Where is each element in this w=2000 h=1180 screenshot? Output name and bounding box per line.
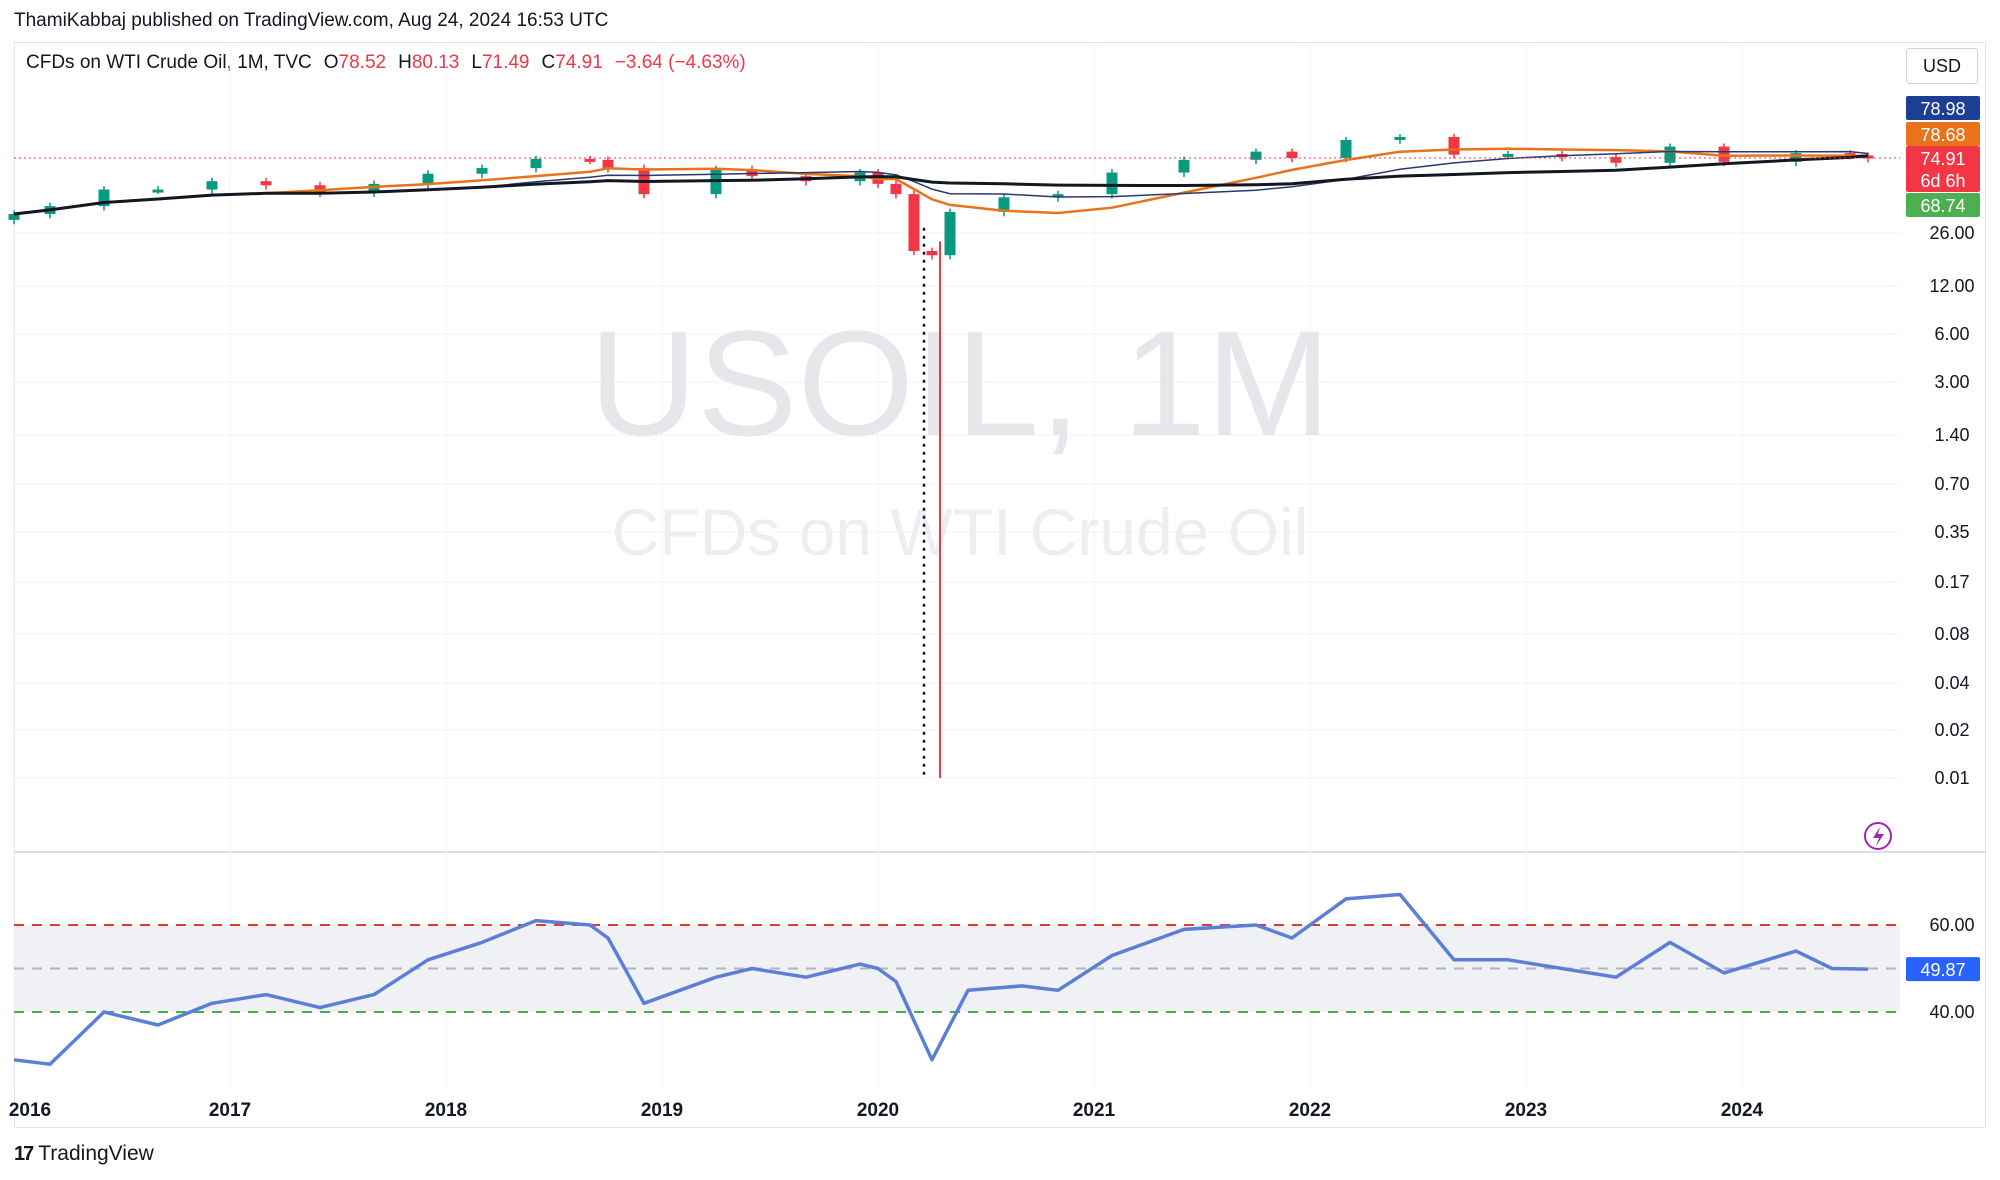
- candle: [944, 211, 956, 256]
- price-badge-label: 68.74: [1920, 196, 1965, 216]
- price-badge: [1906, 168, 1980, 192]
- candle: [584, 158, 596, 162]
- lightning-icon: [1864, 822, 1892, 850]
- change-value: −3.64 (−4.63%): [614, 52, 746, 73]
- candle: [8, 213, 20, 220]
- candle: [998, 197, 1010, 212]
- rsi-value-badge: [1906, 957, 1980, 982]
- rsi-line: [13, 892, 1869, 1066]
- tradingview-logo[interactable]: 17 TradingView: [14, 1142, 154, 1166]
- y-tick-label: 0.70: [1934, 474, 1969, 494]
- x-tick-label: 2019: [641, 1100, 683, 1121]
- x-tick-label: 2018: [425, 1100, 467, 1121]
- y-tick-label: 1.40: [1934, 425, 1969, 445]
- candle: [1052, 194, 1064, 198]
- ma-fast-line: [13, 147, 1869, 216]
- candle: [908, 194, 920, 251]
- x-tick-label: 2020: [857, 1100, 899, 1121]
- close-value: 74.91: [555, 52, 603, 73]
- candle: [1664, 146, 1676, 163]
- symbol-legend: CFDs on WTI Crude Oil, 1M, TVC O78.52 H80.…: [26, 52, 746, 74]
- open-label: O: [323, 52, 339, 73]
- candle: [260, 181, 272, 186]
- price-badge: [1906, 146, 1980, 170]
- symbol-title: CFDs on WTI Crude Oil, 1M, TVC: [26, 52, 312, 73]
- candle: [890, 183, 902, 195]
- rsi-band: [13, 892, 1900, 1066]
- price-badge: [1906, 193, 1980, 217]
- rsi-y-tick-label: 40.00: [1929, 1002, 1974, 1022]
- candle: [1340, 140, 1352, 158]
- x-tick-label: 2023: [1505, 1100, 1547, 1121]
- lightning-bolt: [1873, 827, 1884, 846]
- candle: [1250, 151, 1262, 160]
- publisher-line: ThamiKabbaj published on TradingView.com…: [14, 10, 609, 31]
- x-tick-label: 2021: [1073, 1100, 1116, 1121]
- price-series: [8, 133, 1900, 778]
- candle: [1502, 153, 1514, 157]
- y-tick-label: 0.08: [1934, 624, 1969, 644]
- candle: [1178, 159, 1190, 173]
- rsi-value-label: 49.87: [1920, 960, 1965, 980]
- y-tick-label: 3.00: [1934, 372, 1969, 392]
- logo-mark: 17: [14, 1142, 34, 1165]
- y-tick-label: 6.00: [1934, 324, 1969, 344]
- x-tick-label: 2022: [1289, 1100, 1331, 1121]
- axes: 26.00 12.00 6.00 3.00 1.40 0.70 0.35 0.17 0.08 0.…: [9, 223, 1975, 1121]
- x-tick-label: 2017: [209, 1100, 251, 1121]
- watermark-symbol: USOIL, 1M: [589, 299, 1331, 467]
- y-tick-label: 0.02: [1934, 720, 1969, 740]
- rsi-y-tick-label: 60.00: [1929, 915, 1974, 935]
- close-label: C: [541, 52, 556, 73]
- candle: [1286, 151, 1298, 158]
- candle: [746, 169, 758, 177]
- x-tick-label: 2016: [9, 1100, 51, 1121]
- open-value: 78.52: [338, 52, 387, 73]
- candle: [98, 189, 110, 207]
- candle: [530, 158, 542, 169]
- candle: [1790, 153, 1802, 162]
- ma-slow-line: [13, 154, 1869, 216]
- low-label: L: [471, 52, 482, 73]
- high-value: 80.13: [411, 52, 460, 73]
- candle: [1106, 172, 1118, 195]
- grid: [13, 44, 1986, 1090]
- brand-name: TradingView: [38, 1142, 154, 1165]
- y-tick-label: 0.01: [1934, 768, 1969, 788]
- price-badge-label: 74.91: [1920, 149, 1965, 169]
- y-tick-label: 0.35: [1934, 522, 1969, 542]
- price-badge-label: 78.68: [1920, 125, 1965, 145]
- high-label: H: [398, 52, 412, 73]
- price-badge-label: 6d 6h: [1920, 171, 1965, 191]
- watermark-name: CFDs on WTI Crude Oil: [612, 495, 1309, 569]
- y-tick-label: 26.00: [1929, 223, 1974, 243]
- price-badge-label: 78.98: [1920, 99, 1965, 119]
- y-tick-label: 0.04: [1934, 673, 1969, 693]
- watermark: USOIL, 1M CFDs on WTI Crude Oil: [589, 299, 1331, 569]
- candle: [152, 189, 164, 193]
- low-value: 71.49: [481, 52, 530, 73]
- candle: [422, 173, 434, 184]
- x-tick-label: 2024: [1721, 1100, 1764, 1121]
- candle: [1394, 136, 1406, 140]
- candle: [1718, 146, 1730, 162]
- price-badge: [1906, 122, 1980, 146]
- currency-button[interactable]: USD: [1906, 48, 1978, 84]
- candle: [476, 168, 488, 174]
- candle: [1448, 136, 1460, 155]
- candle: [926, 250, 938, 256]
- price-badge: [1906, 96, 1980, 120]
- y-tick-label: 0.17: [1934, 572, 1969, 592]
- candle: [314, 185, 326, 193]
- candle: [206, 181, 218, 190]
- candle: [602, 159, 614, 169]
- y-tick-label: 12.00: [1929, 276, 1974, 296]
- candle: [368, 183, 380, 193]
- candle: [1610, 157, 1622, 163]
